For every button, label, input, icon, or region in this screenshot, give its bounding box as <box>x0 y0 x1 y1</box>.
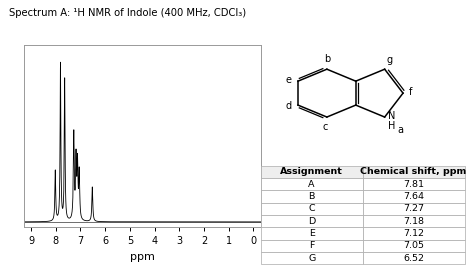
X-axis label: ppm: ppm <box>130 252 155 262</box>
Text: f: f <box>409 87 412 97</box>
Text: Spectrum A: ¹H NMR of Indole (400 MHz, CDCl₃): Spectrum A: ¹H NMR of Indole (400 MHz, C… <box>9 8 246 18</box>
Text: a: a <box>397 125 403 135</box>
Text: e: e <box>286 75 292 85</box>
Text: H: H <box>388 121 396 131</box>
Text: g: g <box>387 55 393 65</box>
Text: b: b <box>324 54 330 64</box>
Text: d: d <box>286 101 292 111</box>
Text: N: N <box>388 111 396 121</box>
Text: c: c <box>322 122 328 132</box>
